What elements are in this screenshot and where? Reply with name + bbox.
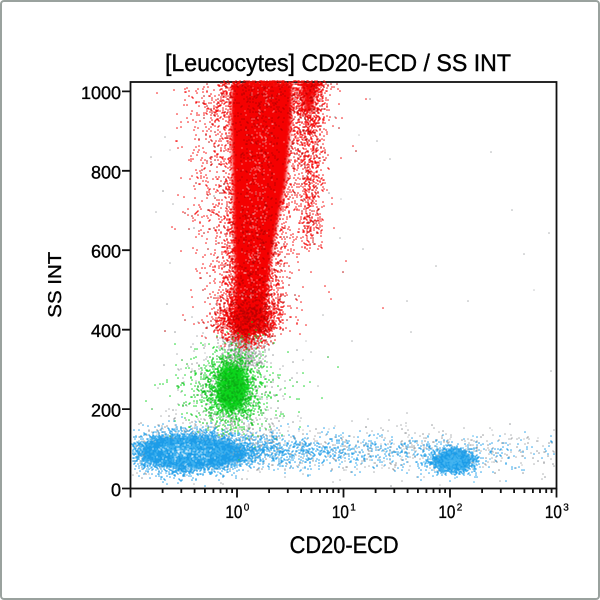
- svg-text:0: 0: [111, 480, 121, 500]
- svg-text:200: 200: [91, 401, 121, 421]
- svg-text:0: 0: [244, 503, 250, 514]
- svg-text:SS INT: SS INT: [44, 252, 65, 318]
- svg-text:1000: 1000: [81, 83, 121, 103]
- svg-text:[Leucocytes] CD20-ECD / SS INT: [Leucocytes] CD20-ECD / SS INT: [165, 50, 511, 77]
- svg-text:10: 10: [225, 502, 242, 522]
- svg-text:400: 400: [91, 321, 121, 341]
- svg-text:10: 10: [438, 502, 455, 522]
- svg-text:10: 10: [332, 502, 349, 522]
- svg-text:3: 3: [563, 503, 569, 514]
- svg-text:600: 600: [91, 242, 121, 262]
- svg-text:2: 2: [457, 503, 463, 514]
- svg-text:CD20-ECD: CD20-ECD: [290, 532, 399, 559]
- svg-text:1: 1: [350, 503, 356, 514]
- svg-text:10: 10: [545, 502, 562, 522]
- svg-text:800: 800: [91, 162, 121, 182]
